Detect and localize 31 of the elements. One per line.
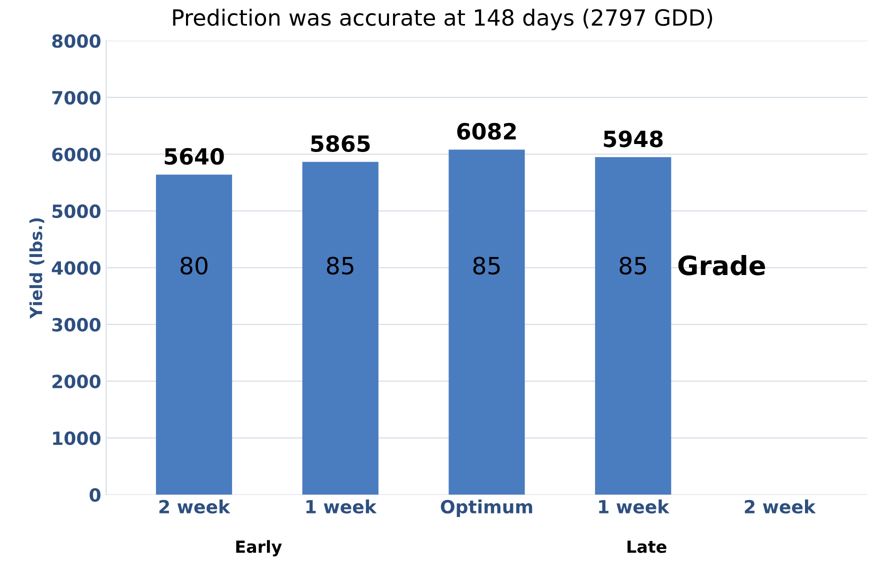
text: Early: [236, 540, 282, 556]
x-tick-label: Optimum: [440, 500, 532, 518]
bar: [156, 174, 232, 495]
data-label: 6082: [457, 122, 516, 140]
x-tick-label: 2 week: [159, 500, 230, 514]
annotation: 85: [326, 256, 354, 275]
y-tick-label: 3000: [52, 318, 100, 332]
data-label: 5948: [604, 130, 663, 148]
x-tick-label: 1 week: [306, 500, 377, 514]
text: Late: [628, 540, 666, 553]
y-tick-label: 5000: [52, 204, 100, 218]
chart-title: Prediction was accurate at 148 days (2797 GDD): [173, 8, 712, 30]
y-tick-label: 7000: [52, 90, 100, 105]
bar: [595, 157, 672, 495]
data-label: 5640: [164, 148, 224, 165]
y-tick-label: 4000: [52, 261, 100, 275]
bar: [448, 150, 525, 495]
y-tick-label: 8000: [52, 34, 100, 48]
annotation: 80: [180, 256, 208, 275]
x-tick-label: 1 week: [599, 500, 670, 514]
annotation: 85: [473, 256, 500, 275]
y-tick-label: 1000: [53, 431, 100, 446]
annotation: 85: [620, 256, 646, 275]
y-tick-label: 0: [90, 488, 100, 502]
annotation: Grade: [678, 254, 766, 276]
y-tick-label: 6000: [52, 148, 100, 162]
y-tick-label: 2000: [52, 374, 100, 388]
data-label: 5865: [311, 135, 370, 152]
bar: [302, 162, 378, 495]
y-axis-title: Yield (lbs.): [29, 218, 44, 319]
x-tick-label: 2 week: [744, 500, 816, 514]
